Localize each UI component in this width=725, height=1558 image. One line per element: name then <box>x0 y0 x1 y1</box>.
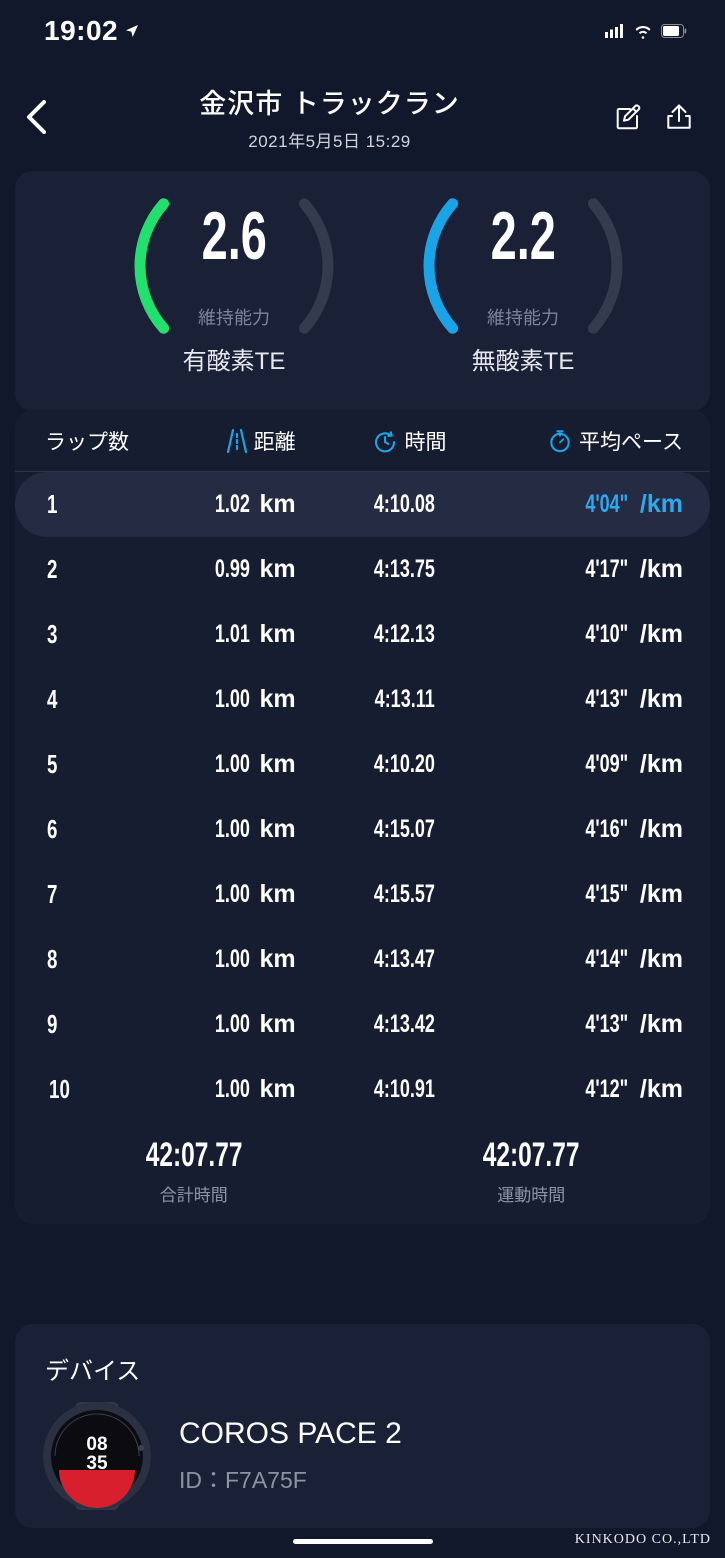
svg-text:35: 35 <box>86 1453 108 1474</box>
svg-text:08: 08 <box>86 1434 107 1455</box>
